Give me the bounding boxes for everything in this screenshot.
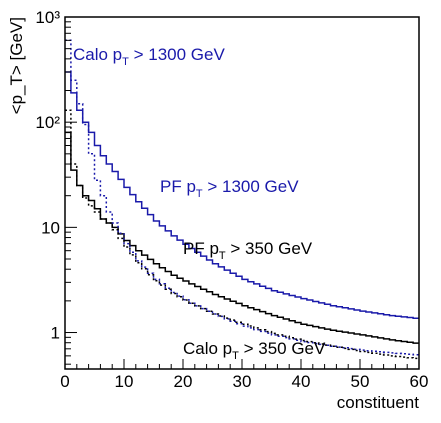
x-tick-label: 30 <box>233 372 252 391</box>
annotation-calo-350-sub: T <box>232 350 239 362</box>
annotation-calo-1300: Calo pT > 1300 GeV <box>73 45 225 68</box>
annotation-pf-1300-main: PF p <box>160 177 196 196</box>
annotation-pf-1300-rest: > 1300 GeV <box>203 177 300 196</box>
annotation-calo-1300-main: Calo p <box>73 45 122 64</box>
y-axis-title: <p_T> [GeV] <box>7 17 26 114</box>
annotation-calo-1300-rest: > 1300 GeV <box>129 45 226 64</box>
x-tick-label: 0 <box>60 372 69 391</box>
y-tick-label: 10² <box>35 113 60 132</box>
annotation-calo-350: Calo pT > 350 GeV <box>183 339 326 362</box>
x-axis-title: constituent <box>337 393 419 412</box>
y-tick-label: 1 <box>51 324 60 343</box>
annotation-pf-350-rest: > 350 GeV <box>226 239 313 258</box>
y-tick-label: 10³ <box>35 8 60 27</box>
x-tick-label: 50 <box>351 372 370 391</box>
series-layer <box>65 39 419 360</box>
series-line-2 <box>65 39 419 356</box>
series-line-3 <box>65 109 419 360</box>
annotation-calo-350-main: Calo p <box>183 339 232 358</box>
annotation-calo-1300-sub: T <box>122 56 129 68</box>
series-line-0 <box>65 71 419 319</box>
annotations: Calo pT > 1300 GeV PF pT > 1300 GeV PF p… <box>73 45 326 362</box>
x-tick-label: 20 <box>174 372 193 391</box>
x-tick-label: 10 <box>115 372 134 391</box>
ticks-layer <box>64 16 420 369</box>
annotation-pf-350-sub: T <box>219 250 226 262</box>
annotation-pf-1300: PF pT > 1300 GeV <box>160 177 299 200</box>
labels-layer: 0 10 20 30 40 50 60 1 10 10² 10³ <box>35 8 428 391</box>
annotation-calo-350-rest: > 350 GeV <box>239 339 326 358</box>
x-tick-label: 40 <box>292 372 311 391</box>
annotation-pf-350-main: PF p <box>183 239 219 258</box>
x-tick-label: 60 <box>410 372 429 391</box>
y-tick-label: 10 <box>41 218 60 237</box>
annotation-pf-1300-sub: T <box>196 188 203 200</box>
annotation-pf-350: PF pT > 350 GeV <box>183 239 313 262</box>
